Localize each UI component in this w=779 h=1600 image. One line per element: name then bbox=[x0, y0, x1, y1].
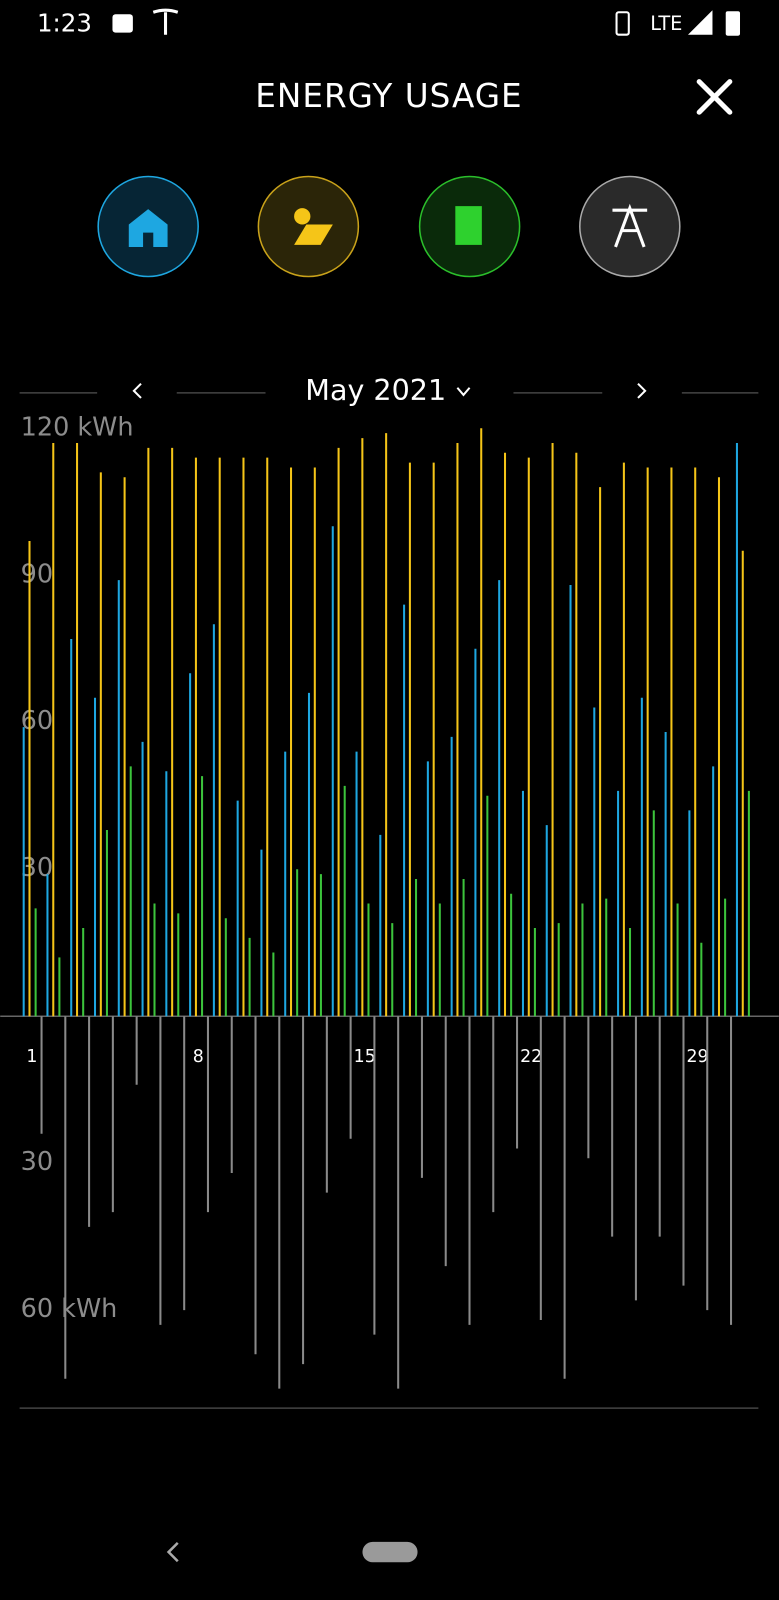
y-tick-label: 60 bbox=[21, 706, 53, 736]
solar-button[interactable] bbox=[257, 175, 360, 278]
grid-button[interactable] bbox=[579, 175, 681, 278]
battery-icon bbox=[725, 11, 741, 36]
x-tick-label: 1 bbox=[26, 1047, 37, 1067]
y-tick-label: 30 bbox=[21, 1147, 53, 1177]
x-tick-label: 15 bbox=[354, 1047, 376, 1067]
home-icon bbox=[128, 209, 168, 247]
x-tick-label: 22 bbox=[520, 1047, 542, 1067]
home-button[interactable] bbox=[97, 175, 199, 278]
status-time: 1:23 bbox=[37, 8, 92, 37]
x-tick-label: 8 bbox=[193, 1047, 204, 1067]
close-button[interactable] bbox=[696, 79, 733, 115]
period-label: May 2021 bbox=[305, 373, 446, 407]
status-network: LTE bbox=[650, 12, 682, 35]
dropdown-arrow bbox=[456, 387, 471, 397]
tesla-icon bbox=[152, 8, 179, 35]
grid-circle bbox=[579, 175, 681, 278]
period-dropdown[interactable]: May 2021 bbox=[305, 373, 471, 407]
y-tick-label: 120 kWh bbox=[21, 412, 134, 442]
notification-icon bbox=[112, 14, 133, 33]
home-pill[interactable] bbox=[362, 1541, 418, 1563]
back-button[interactable] bbox=[166, 1541, 179, 1563]
previous-button[interactable] bbox=[132, 382, 142, 399]
x-tick-label: 29 bbox=[687, 1047, 709, 1067]
vibrate-icon bbox=[615, 11, 630, 36]
powerwall-button[interactable] bbox=[418, 175, 521, 278]
tower-icon bbox=[612, 203, 648, 248]
y-tick-label: 90 bbox=[21, 559, 53, 589]
page-title: ENERGY USAGE bbox=[255, 77, 522, 115]
y-tick-label: 60 kWh bbox=[21, 1294, 118, 1324]
powerwall-icon bbox=[455, 206, 482, 245]
sun-icon bbox=[294, 208, 311, 225]
next-button[interactable] bbox=[637, 382, 647, 399]
panel-icon bbox=[294, 224, 333, 245]
